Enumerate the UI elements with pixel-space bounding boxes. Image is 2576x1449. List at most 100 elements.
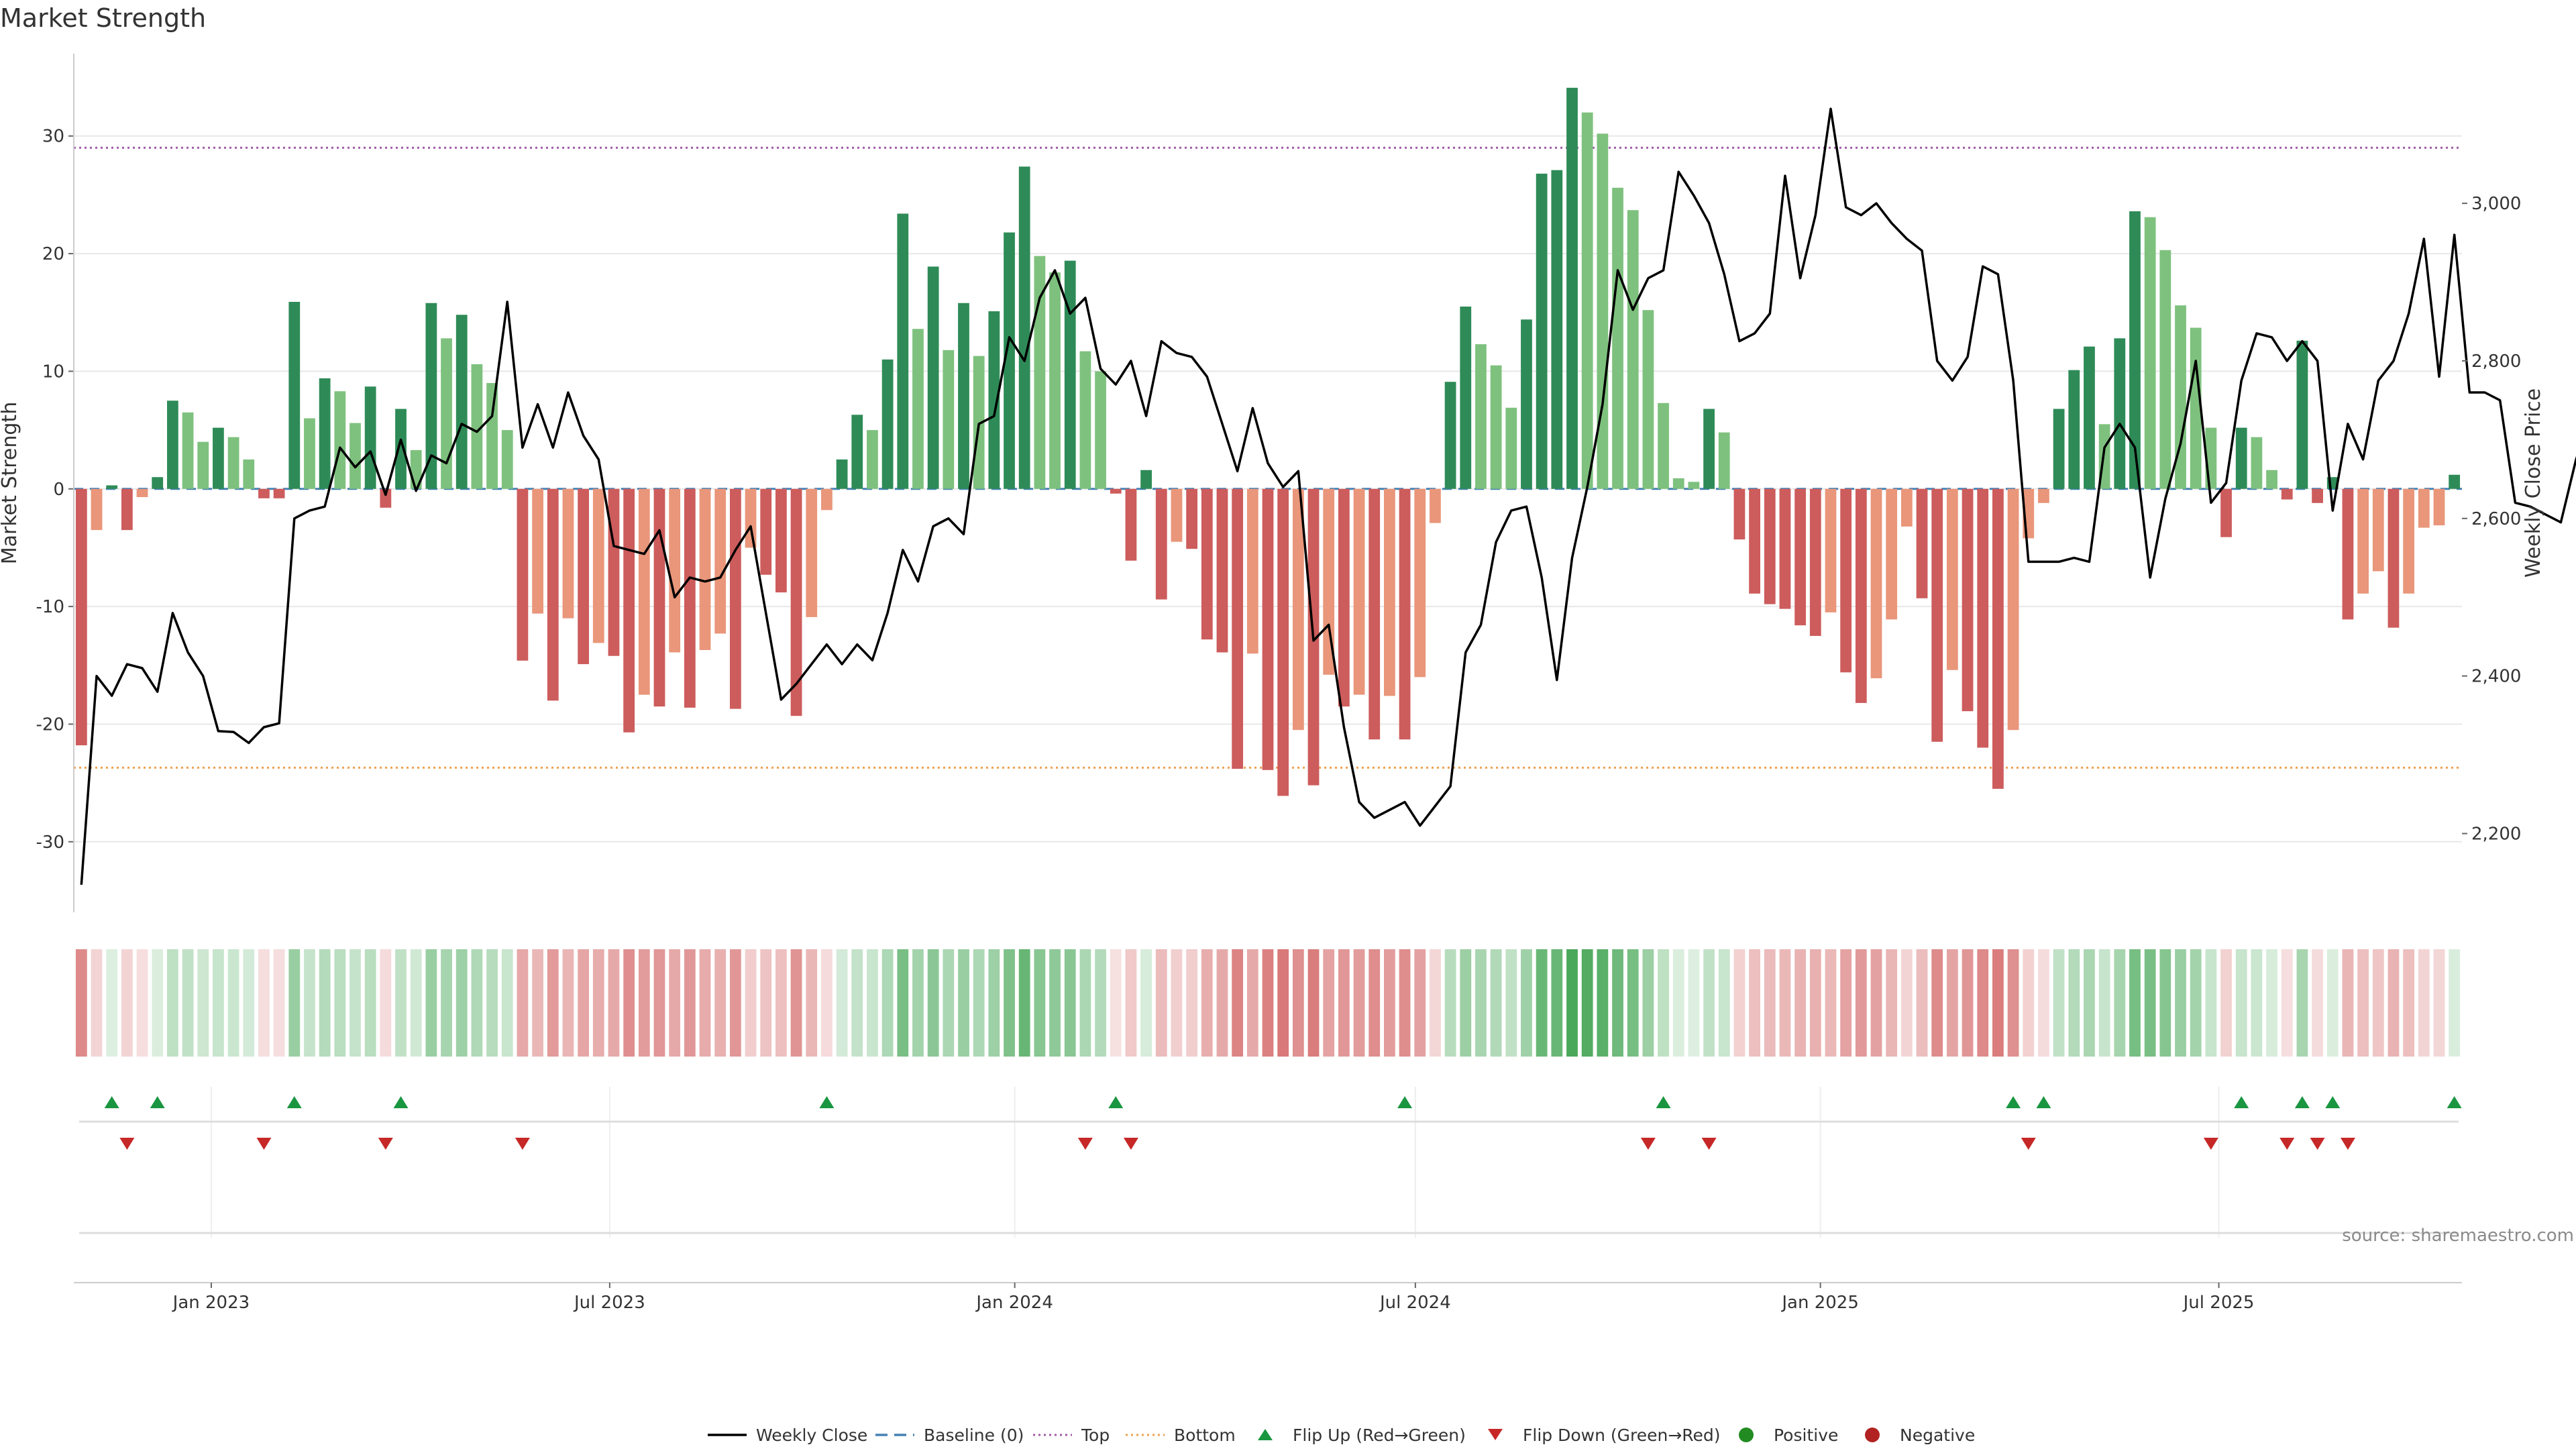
heat-cell (1855, 949, 1867, 1057)
strength-bar (608, 488, 620, 656)
strength-bar (1809, 488, 1821, 636)
heat-cell (1536, 949, 1548, 1057)
strength-bar (547, 488, 559, 701)
heat-cell (2449, 949, 2461, 1057)
strength-bar (2007, 488, 2019, 731)
heat-cell (2372, 949, 2384, 1057)
heat-cell (106, 949, 118, 1057)
heat-cell (1505, 949, 1517, 1057)
heat-cell (2403, 949, 2415, 1057)
flip-up-marker (286, 1096, 302, 1108)
heat-cell (1034, 949, 1046, 1057)
heat-cell (1688, 949, 1700, 1057)
legend-label: Baseline (0) (924, 1426, 1024, 1445)
strength-bar (273, 488, 285, 498)
strength-bar (1658, 402, 1669, 489)
strength-bar (1292, 488, 1304, 731)
strength-bar (1703, 409, 1715, 489)
heat-cell (1460, 949, 1472, 1057)
strength-bar (699, 488, 711, 650)
flip-up-marker (150, 1096, 165, 1108)
strength-bar (1277, 488, 1289, 796)
heat-cell (1566, 949, 1578, 1057)
legend-positive-swatch (1739, 1428, 1754, 1442)
strength-bars (75, 87, 2461, 796)
strength-bar (425, 303, 437, 489)
left-tick-label: 20 (42, 244, 64, 264)
flip-down-marker (256, 1138, 272, 1150)
strength-bar (1992, 488, 2004, 789)
legend-label: Positive (1774, 1426, 1838, 1445)
x-tick-label: Jan 2023 (172, 1293, 250, 1313)
strength-bar (1460, 306, 1472, 489)
strength-bar (1414, 488, 1426, 678)
strength-bar (2372, 488, 2384, 572)
strength-bar (2312, 488, 2323, 503)
strength-bar (2449, 474, 2461, 489)
heat-cell (2251, 949, 2263, 1057)
heat-cell (1475, 949, 1487, 1057)
heat-cell (608, 949, 620, 1057)
heat-cell (2220, 949, 2232, 1057)
strength-bar (1977, 488, 1989, 748)
strength-bar (1246, 488, 1258, 654)
flip-up-marker (2234, 1096, 2249, 1108)
heat-cell (2175, 949, 2186, 1057)
heat-cell (592, 949, 604, 1057)
heat-cell (1840, 949, 1852, 1057)
strength-bar (197, 441, 209, 489)
strength-bar (1505, 407, 1517, 489)
right-tick-label: 2,400 (2471, 667, 2521, 687)
strength-bar (684, 488, 696, 708)
heat-cell (1338, 949, 1350, 1057)
heat-cell (821, 949, 833, 1057)
strength-bar (152, 477, 164, 489)
heat-cell (1004, 949, 1015, 1057)
x-tick-label: Jul 2023 (573, 1293, 645, 1313)
strength-bar (1779, 488, 1791, 609)
strength-bar (867, 430, 878, 489)
heat-cell (517, 949, 529, 1057)
strength-bar (2403, 488, 2415, 594)
heat-cell (2266, 949, 2277, 1057)
left-tick-label: -30 (36, 833, 64, 853)
heat-cell (1155, 949, 1167, 1057)
strength-bar (943, 350, 955, 489)
strength-bar (1140, 470, 1152, 489)
flip-up-marker (1108, 1096, 1124, 1108)
heat-cell (121, 949, 133, 1057)
right-tick-label: 2,800 (2471, 352, 2521, 372)
strength-bar (121, 488, 133, 531)
heat-cell (669, 949, 681, 1057)
strength-bar (638, 488, 650, 695)
strength-bar (136, 488, 148, 498)
strength-bar (1916, 488, 1928, 598)
x-tick-label: Jul 2025 (2182, 1293, 2255, 1313)
strength-bar (1612, 187, 1623, 489)
strength-bar (1642, 310, 1654, 489)
heat-cell (2098, 949, 2110, 1057)
heat-cell (897, 949, 909, 1057)
heat-cell (775, 949, 787, 1057)
heat-cell (1353, 949, 1365, 1057)
heat-cell (958, 949, 969, 1057)
heat-cell (1749, 949, 1760, 1057)
heat-cell (1627, 949, 1639, 1057)
heat-cell (395, 949, 407, 1057)
heat-cell (410, 949, 422, 1057)
strength-bar (1444, 382, 1456, 489)
heat-cell (258, 949, 270, 1057)
flip-down-marker (1123, 1138, 1138, 1150)
strength-bar (2190, 327, 2202, 489)
strength-bar (1110, 488, 1122, 494)
heat-cell (927, 949, 939, 1057)
heat-cell (1581, 949, 1593, 1057)
strength-bar (1840, 488, 1852, 673)
heat-cell (1049, 949, 1061, 1057)
flip-up-marker (2447, 1096, 2462, 1108)
heat-cell (213, 949, 224, 1057)
strength-bar (745, 488, 757, 548)
strength-bar (1155, 488, 1167, 600)
heat-cell (2159, 949, 2171, 1057)
strength-bar (486, 382, 498, 489)
